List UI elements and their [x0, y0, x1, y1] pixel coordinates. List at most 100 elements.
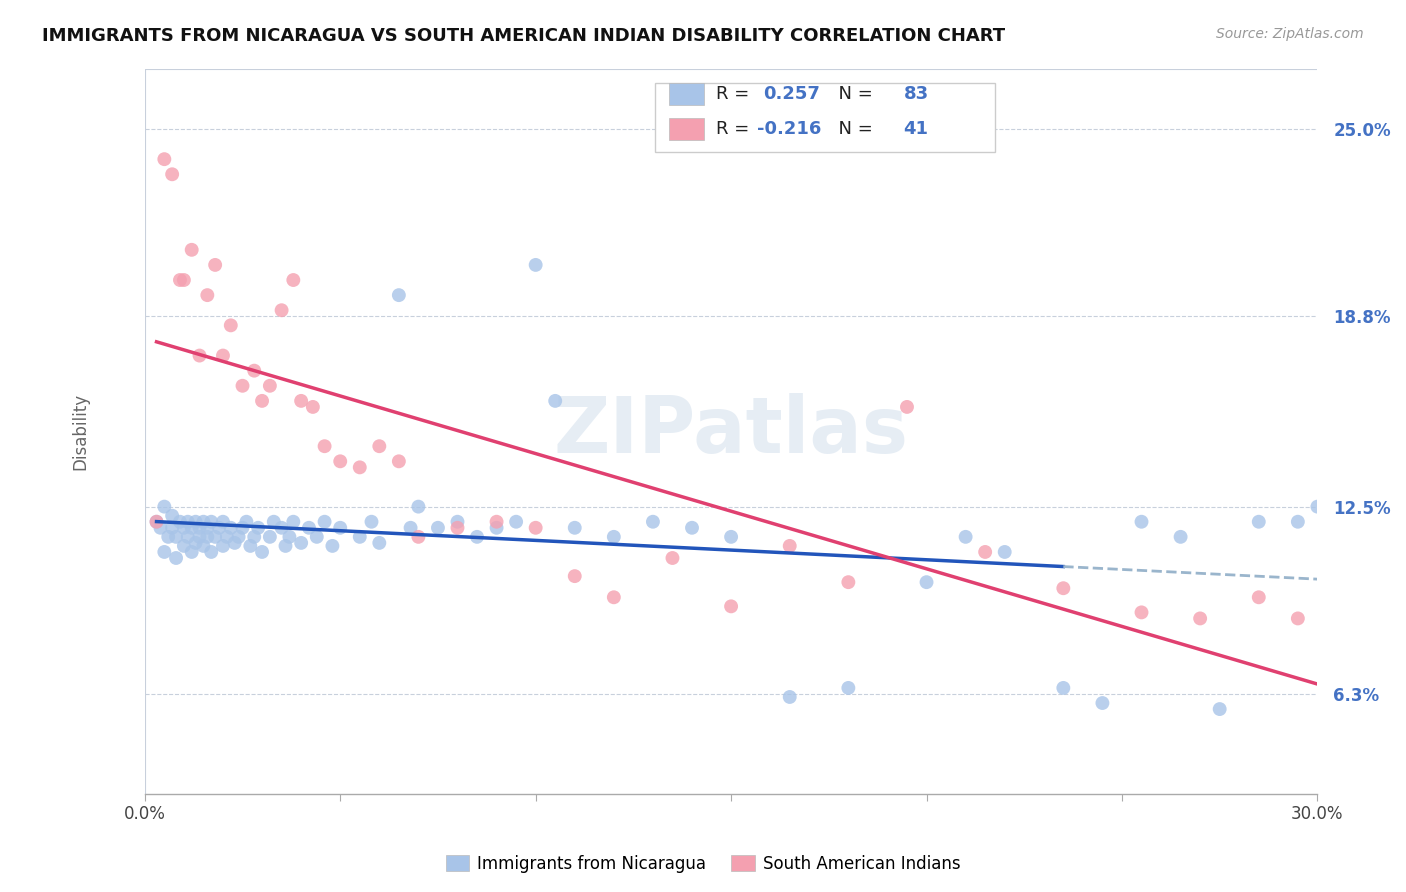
Bar	[669, 118, 704, 139]
Point	[1247, 591, 1270, 605]
Point	[360, 515, 382, 529]
Text: 0.257: 0.257	[763, 86, 820, 103]
Point	[641, 515, 664, 529]
Point	[160, 508, 183, 523]
Text: R =: R =	[716, 86, 755, 103]
Point	[195, 521, 218, 535]
Point	[177, 530, 200, 544]
Point	[1189, 611, 1212, 625]
Point	[1170, 530, 1192, 544]
Point	[368, 439, 391, 453]
Point	[188, 521, 211, 535]
Point	[298, 521, 321, 535]
Point	[145, 515, 167, 529]
Point	[1286, 515, 1309, 529]
Point	[184, 536, 207, 550]
Point	[408, 500, 430, 514]
Point	[1091, 696, 1114, 710]
Point	[160, 167, 183, 181]
Point	[1306, 500, 1329, 514]
Text: 83: 83	[904, 86, 928, 103]
Point	[368, 536, 391, 550]
Point	[603, 591, 626, 605]
Point	[274, 539, 297, 553]
Point	[603, 530, 626, 544]
Point	[270, 521, 292, 535]
Point	[193, 515, 215, 529]
Point	[208, 521, 231, 535]
Point	[544, 393, 567, 408]
Point	[200, 515, 222, 529]
Text: IMMIGRANTS FROM NICARAGUA VS SOUTH AMERICAN INDIAN DISABILITY CORRELATION CHART: IMMIGRANTS FROM NICARAGUA VS SOUTH AMERI…	[42, 27, 1005, 45]
Point	[231, 378, 253, 392]
Point	[974, 545, 997, 559]
Point	[224, 536, 246, 550]
Point	[524, 258, 547, 272]
Point	[195, 530, 218, 544]
Point	[349, 530, 371, 544]
Point	[779, 690, 801, 704]
Point	[329, 454, 352, 468]
Y-axis label: Disability: Disability	[72, 392, 89, 470]
Point	[426, 521, 449, 535]
Point	[465, 530, 488, 544]
Point	[283, 273, 305, 287]
Point	[915, 575, 938, 590]
Point	[173, 273, 195, 287]
Point	[314, 515, 336, 529]
Point	[204, 530, 226, 544]
Point	[219, 318, 242, 333]
Point	[177, 515, 200, 529]
Point	[524, 521, 547, 535]
Point	[661, 551, 683, 566]
Point	[1208, 702, 1230, 716]
Point	[321, 539, 343, 553]
Point	[259, 378, 281, 392]
Point	[290, 393, 312, 408]
Point	[195, 288, 218, 302]
Point	[446, 515, 468, 529]
Point	[955, 530, 977, 544]
Point	[283, 515, 305, 529]
Point	[250, 545, 273, 559]
Point	[505, 515, 527, 529]
Point	[305, 530, 328, 544]
Text: -0.216: -0.216	[756, 120, 821, 137]
Point	[243, 530, 266, 544]
Point	[1130, 515, 1153, 529]
Point	[349, 460, 371, 475]
Point	[153, 500, 176, 514]
Point	[173, 521, 195, 535]
Point	[896, 400, 918, 414]
Point	[200, 545, 222, 559]
Point	[157, 530, 180, 544]
Point	[302, 400, 325, 414]
Point	[1052, 581, 1074, 595]
Point	[1286, 611, 1309, 625]
Point	[228, 530, 250, 544]
Point	[681, 521, 703, 535]
Point	[145, 515, 167, 529]
Point	[173, 539, 195, 553]
Point	[388, 454, 411, 468]
Point	[779, 539, 801, 553]
Point	[169, 515, 191, 529]
Point	[270, 303, 292, 318]
Point	[250, 393, 273, 408]
Point	[720, 599, 742, 614]
Point	[278, 530, 301, 544]
Point	[180, 243, 202, 257]
Point	[212, 349, 235, 363]
Point	[149, 521, 172, 535]
Point	[160, 521, 183, 535]
Point	[231, 521, 253, 535]
Point	[153, 152, 176, 166]
Point	[259, 530, 281, 544]
Point	[564, 569, 586, 583]
Point	[212, 515, 235, 529]
Point	[720, 530, 742, 544]
Point	[184, 515, 207, 529]
Point	[263, 515, 285, 529]
Point	[408, 530, 430, 544]
Point	[290, 536, 312, 550]
